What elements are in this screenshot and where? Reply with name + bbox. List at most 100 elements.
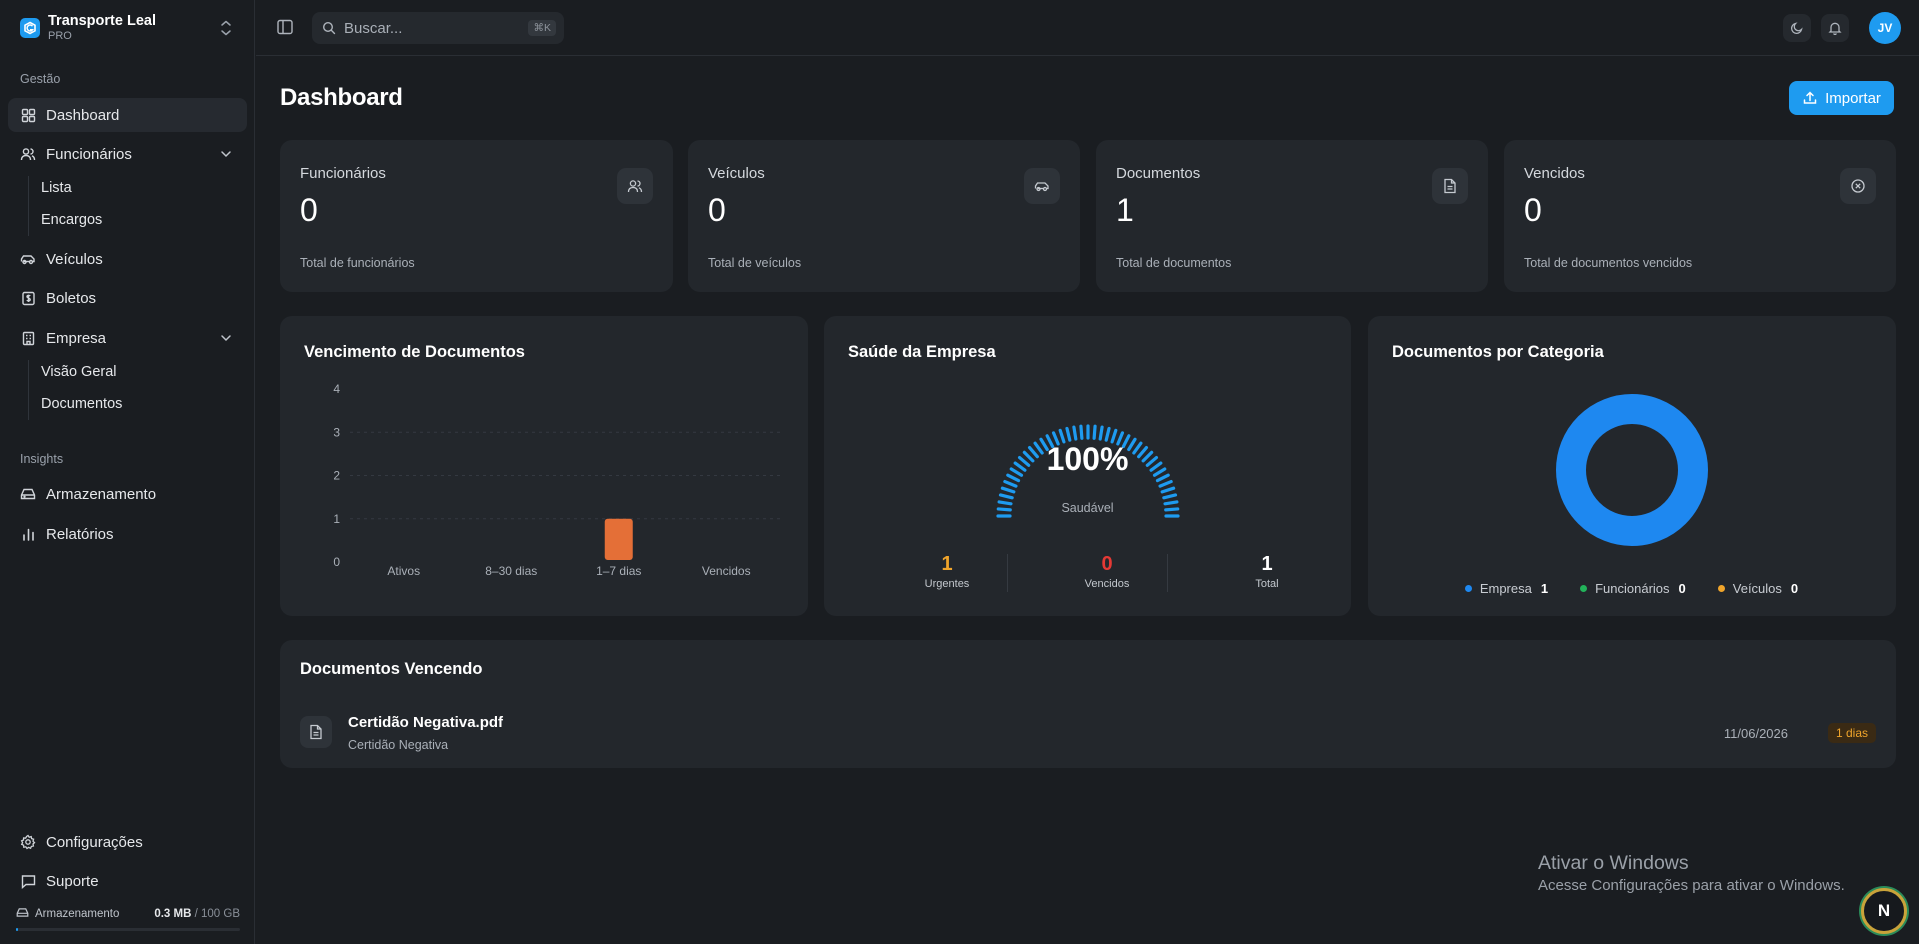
search-input[interactable] bbox=[344, 19, 514, 37]
sidebar-item-funcionarios[interactable]: Funcionários bbox=[8, 137, 247, 171]
floating-assistant-button[interactable]: N bbox=[1861, 888, 1907, 934]
stat-card-documentos: Documentos 1 Total de documentos bbox=[1096, 140, 1488, 292]
gauge-tick bbox=[1013, 461, 1027, 472]
storage-usage: Armazenamento 0.3 MB / 100 GB bbox=[16, 906, 240, 931]
stat-value: 1 bbox=[1116, 192, 1134, 228]
panel-title: Vencimento de Documentos bbox=[304, 343, 525, 361]
search-shortcut: ⌘K bbox=[528, 20, 556, 36]
watermark-subtitle: Acesse Configurações para ativar o Windo… bbox=[1538, 877, 1845, 894]
list-item[interactable]: Certidão Negativa.pdf Certidão Negativa … bbox=[300, 712, 1876, 752]
sidebar-item-dashboard[interactable]: Dashboard bbox=[8, 98, 247, 132]
notifications-button[interactable] bbox=[1821, 14, 1849, 42]
brand-plan: PRO bbox=[48, 29, 72, 42]
watermark-title: Ativar o Windows bbox=[1538, 852, 1689, 874]
sidebar-item-relatorios[interactable]: Relatórios bbox=[8, 517, 247, 551]
panel-title: Saúde da Empresa bbox=[848, 343, 996, 361]
sidebar-subitem-lista[interactable]: Lista bbox=[41, 180, 72, 196]
import-label: Importar bbox=[1825, 89, 1881, 107]
divider bbox=[1007, 554, 1008, 592]
user-avatar[interactable]: JV bbox=[1869, 12, 1901, 44]
sidebar-item-label: Suporte bbox=[46, 872, 99, 890]
page-title: Dashboard bbox=[280, 84, 403, 111]
gauge-tick bbox=[1065, 426, 1072, 442]
moon-icon bbox=[1790, 22, 1803, 35]
panel-saude: Saúde da Empresa 100% Saudável 1 Urgente… bbox=[824, 316, 1351, 616]
sidebar-item-veiculos[interactable]: Veículos bbox=[8, 242, 247, 276]
gauge-tick bbox=[1039, 437, 1049, 452]
days-badge: 1 dias bbox=[1827, 723, 1876, 743]
gauge-tick bbox=[1006, 473, 1021, 483]
gauge-tick bbox=[1164, 507, 1180, 512]
stat-card-funcionarios: Funcionários 0 Total de funcionários bbox=[280, 140, 673, 292]
import-button[interactable]: Importar bbox=[1789, 81, 1894, 115]
gauge-status: Saudável bbox=[1061, 501, 1114, 515]
health-stat-vencidos: 0 Vencidos bbox=[1027, 553, 1187, 590]
upload-icon bbox=[1803, 91, 1817, 104]
hard-drive-icon bbox=[16, 906, 29, 922]
legend-item-empresa: Empresa 1 bbox=[1464, 581, 1549, 596]
sidebar-subitem-documentos[interactable]: Documentos bbox=[41, 396, 123, 412]
storage-progress-bar bbox=[16, 928, 240, 931]
sidebar-item-empresa[interactable]: Empresa bbox=[8, 321, 247, 355]
users-icon bbox=[20, 146, 36, 162]
sidebar-item-suporte[interactable]: Suporte bbox=[8, 864, 247, 898]
sidebar-item-boletos[interactable]: Boletos bbox=[8, 281, 247, 315]
gauge-tick bbox=[1092, 424, 1097, 440]
panel-categoria: Documentos por Categoria Empresa 1 Funci… bbox=[1368, 316, 1896, 616]
receipt-icon bbox=[20, 290, 36, 306]
sidebar-item-label: Empresa bbox=[46, 329, 107, 347]
windows-activation-watermark: Ativar o Windows Acesse Configurações pa… bbox=[1538, 852, 1845, 894]
stat-card-veiculos: Veículos 0 Total de veículos bbox=[688, 140, 1080, 292]
car-icon bbox=[1024, 168, 1060, 204]
brand-switcher[interactable]: Transporte Leal PRO bbox=[0, 0, 255, 56]
gauge-tick bbox=[1000, 486, 1016, 494]
stat-value: 0 bbox=[708, 192, 726, 228]
gauge-tick bbox=[1022, 450, 1035, 463]
sidebar-item-label: Armazenamento bbox=[46, 485, 157, 503]
health-stat-value: 1 bbox=[941, 553, 953, 575]
sidebar: Transporte Leal PRO Gestão Dashboard Fun… bbox=[0, 0, 255, 944]
stat-subtitle: Total de veículos bbox=[708, 256, 802, 270]
gauge-tick bbox=[1155, 473, 1170, 483]
legend-value: 0 bbox=[1678, 581, 1686, 596]
theme-toggle-button[interactable] bbox=[1783, 14, 1811, 42]
chart-legend: Empresa 1 Funcionários 0 Veículos 0 bbox=[1368, 581, 1895, 596]
bar bbox=[604, 518, 633, 560]
x-tick-label: Ativos bbox=[387, 564, 420, 578]
gauge-tick bbox=[1110, 428, 1118, 444]
donut-slice bbox=[1556, 394, 1708, 546]
sidebar-subitem-encargos[interactable]: Encargos bbox=[41, 212, 103, 228]
grid-icon bbox=[20, 107, 36, 123]
gauge-tick bbox=[1149, 461, 1163, 472]
legend-value: 1 bbox=[1540, 581, 1549, 596]
submenu-guide bbox=[28, 176, 29, 236]
bell-icon bbox=[1828, 22, 1842, 35]
y-tick-label: 4 bbox=[333, 382, 340, 396]
legend-dot bbox=[1580, 585, 1588, 592]
y-tick-label: 3 bbox=[333, 425, 340, 439]
divider bbox=[1167, 554, 1168, 592]
search-bar[interactable]: ⌘K bbox=[312, 12, 564, 44]
x-tick-label: 1–7 dias bbox=[596, 564, 641, 578]
legend-item-veiculos: Veículos 0 bbox=[1717, 581, 1798, 596]
sidebar-toggle-icon[interactable] bbox=[276, 18, 294, 36]
legend-label: Veículos bbox=[1732, 581, 1782, 596]
gauge-tick bbox=[1051, 431, 1060, 446]
health-stat-label: Urgentes bbox=[924, 578, 970, 590]
gauge-tick bbox=[1017, 455, 1031, 467]
panel-title: Documentos por Categoria bbox=[1392, 343, 1604, 361]
gauge-tick bbox=[1045, 434, 1055, 449]
gauge-tick bbox=[998, 493, 1014, 500]
hard-drive-icon bbox=[20, 486, 36, 502]
gauge-tick bbox=[1162, 493, 1178, 500]
sidebar-item-configuracoes[interactable]: Configurações bbox=[8, 825, 247, 859]
legend-dot bbox=[1464, 585, 1472, 592]
y-tick-label: 1 bbox=[333, 512, 340, 526]
stat-title: Documentos bbox=[1116, 165, 1201, 182]
document-name: Certidão Negativa.pdf bbox=[348, 714, 504, 731]
gauge-tick bbox=[1158, 479, 1173, 488]
sidebar-item-armazenamento[interactable]: Armazenamento bbox=[8, 477, 247, 511]
sidebar-subitem-visao-geral[interactable]: Visão Geral bbox=[41, 364, 117, 380]
chevron-down-icon bbox=[221, 151, 231, 158]
storage-max: / 100 GB bbox=[194, 908, 240, 920]
